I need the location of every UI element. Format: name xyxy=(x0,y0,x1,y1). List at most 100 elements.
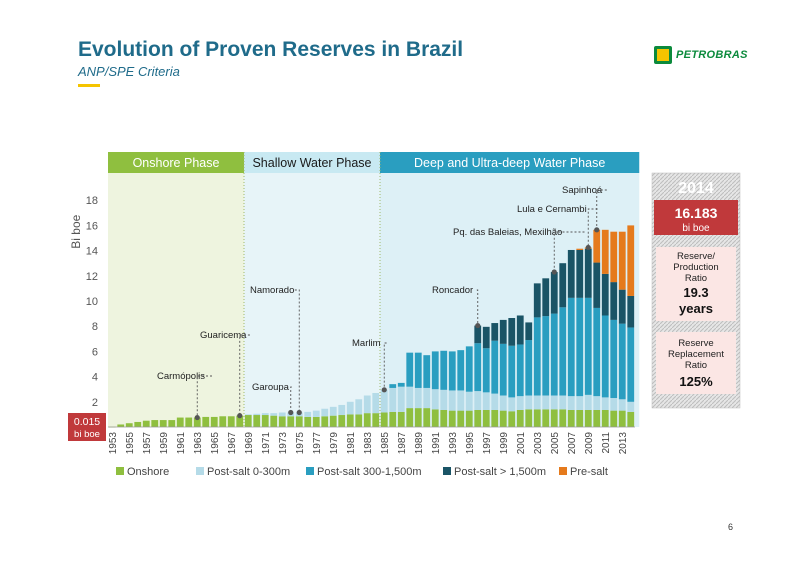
x-tick-label: 2003 xyxy=(533,432,544,455)
bar-onshore-1990 xyxy=(423,408,431,427)
bar-onshore-1965 xyxy=(210,416,218,427)
x-tick-label: 1969 xyxy=(244,432,255,455)
bar-onshore-1987 xyxy=(397,411,405,427)
bar-post-salt-300-1-500m-2014 xyxy=(627,327,635,402)
rr-ratio-box xyxy=(656,332,736,394)
x-tick-label: 1997 xyxy=(482,432,493,455)
bar-onshore-1977 xyxy=(312,416,320,427)
bar-post-salt-300-1-500m-2010 xyxy=(593,307,601,397)
bar-pre-salt-2008 xyxy=(576,248,584,250)
x-tick-label: 1993 xyxy=(448,432,459,455)
y-tick-label: 6 xyxy=(92,346,98,358)
y-tick-label: 2 xyxy=(92,397,98,409)
bar-onshore-1978 xyxy=(321,416,329,427)
bar-onshore-1964 xyxy=(202,416,210,427)
x-tick-label: 2001 xyxy=(516,432,527,455)
bar-post-salt-0-300m-1989 xyxy=(414,387,422,409)
bar-post-salt-1-500m-2000 xyxy=(508,318,516,346)
bar-onshore-2011 xyxy=(601,409,609,427)
bar-post-salt-0-300m-1988 xyxy=(406,386,414,409)
bar-post-salt-1-500m-2007 xyxy=(567,249,575,298)
bar-onshore-1983 xyxy=(363,413,371,427)
y-tick-label: 8 xyxy=(92,321,98,333)
legend-label-post-salt-0-300m: Post-salt 0-300m xyxy=(207,466,290,478)
callout-label-lula-e-cernambi: Lula e Cernambi xyxy=(517,204,587,215)
phase-label-3: Deep and Ultra-deep Water Phase xyxy=(414,156,605,170)
bar-post-salt-0-300m-1990 xyxy=(423,387,431,409)
bar-onshore-2006 xyxy=(559,409,567,427)
y-tick-label: 12 xyxy=(86,271,98,283)
x-tick-label: 2013 xyxy=(618,432,629,455)
x-tick-label: 1955 xyxy=(125,432,136,455)
bar-post-salt-300-1-500m-2001 xyxy=(516,344,524,397)
x-tick-label: 1973 xyxy=(278,432,289,455)
bar-post-salt-1-500m-2012 xyxy=(610,282,618,320)
bar-onshore-1981 xyxy=(346,414,354,427)
callout-line-garoupa xyxy=(290,386,292,413)
bar-onshore-1972 xyxy=(270,415,278,427)
bar-post-salt-300-1-500m-2004 xyxy=(542,316,550,396)
side-panel-year: 2014 xyxy=(678,180,714,197)
x-tick-label: 1959 xyxy=(159,432,170,455)
rr-ratio-label: Reserve xyxy=(678,338,713,349)
callout-dot-marlim xyxy=(381,387,387,393)
bar-post-salt-0-300m-1984 xyxy=(372,392,380,414)
bar-post-salt-0-300m-1980 xyxy=(338,404,346,416)
bar-post-salt-1-500m-1997 xyxy=(482,326,490,349)
y-tick-label: 4 xyxy=(92,372,98,384)
rp-ratio-label: Reserve/ xyxy=(677,251,715,262)
bar-post-salt-0-300m-1994 xyxy=(457,390,465,411)
y-axis-label: Bi boe xyxy=(69,214,83,248)
bar-onshore-1956 xyxy=(134,421,142,427)
phase-background-1 xyxy=(108,173,244,427)
bar-post-salt-300-1-500m-1987 xyxy=(397,382,405,387)
callout-dot-lula-e-cernambi xyxy=(585,244,591,251)
petrobras-logo: PETROBRAS xyxy=(654,46,772,66)
bar-post-salt-300-1-500m-1988 xyxy=(406,352,414,387)
bar-onshore-1988 xyxy=(406,408,414,427)
legend-swatch-post-salt-0-300m xyxy=(196,467,204,475)
rp-ratio-label: Ratio xyxy=(685,273,707,284)
legend-swatch-post-salt-1-500m xyxy=(443,467,451,475)
bar-post-salt-300-1-500m-2000 xyxy=(508,345,516,398)
bar-post-salt-0-300m-2005 xyxy=(550,395,558,410)
bar-post-salt-1-500m-2002 xyxy=(525,322,533,341)
bar-onshore-1986 xyxy=(389,411,397,427)
bar-pre-salt-2013 xyxy=(618,231,626,290)
bar-post-salt-300-1-500m-2011 xyxy=(601,315,609,398)
bar-onshore-1982 xyxy=(355,414,363,427)
bar-pre-salt-2010 xyxy=(593,229,601,263)
legend-label-post-salt-300-1-500m: Post-salt 300-1,500m xyxy=(317,466,422,478)
bar-onshore-1993 xyxy=(448,410,456,427)
x-tick-label: 1983 xyxy=(363,432,374,455)
bar-post-salt-300-1-500m-1992 xyxy=(440,350,448,390)
legend-swatch-post-salt-300-1-500m xyxy=(306,467,314,475)
bar-onshore-1989 xyxy=(414,408,422,427)
x-tick-label: 1981 xyxy=(346,432,357,455)
bar-post-salt-1-500m-2004 xyxy=(542,278,550,317)
bar-post-salt-0-300m-1972 xyxy=(270,413,278,416)
callout-label-marlim: Marlim xyxy=(352,338,381,349)
bar-onshore-2012 xyxy=(610,410,618,427)
total-reserves-box xyxy=(654,200,738,235)
bar-post-salt-0-300m-1978 xyxy=(321,408,329,417)
bar-post-salt-300-1-500m-1997 xyxy=(482,348,490,393)
x-tick-label: 1975 xyxy=(295,432,306,455)
callout-label-namorado: Namorado xyxy=(250,285,294,296)
bar-onshore-1971 xyxy=(261,415,269,427)
bar-post-salt-1-500m-2008 xyxy=(576,249,584,298)
bar-post-salt-300-1-500m-2003 xyxy=(533,317,541,396)
bar-pre-salt-2012 xyxy=(610,231,618,283)
callout-line-sapinho xyxy=(596,189,607,230)
page-number: 6 xyxy=(728,522,734,532)
bar-post-salt-0-300m-2003 xyxy=(533,395,541,410)
legend-label-pre-salt: Pre-salt xyxy=(570,466,608,478)
bar-post-salt-300-1-500m-1998 xyxy=(491,340,499,394)
callout-label-garoupa: Garoupa xyxy=(252,382,290,393)
start-value-box xyxy=(68,413,106,441)
callout-label-carm-polis: Carmópolis xyxy=(157,371,205,382)
callout-line-roncador xyxy=(476,289,479,326)
bar-onshore-2010 xyxy=(593,409,601,427)
bar-post-salt-300-1-500m-1994 xyxy=(457,350,465,391)
bar-onshore-1979 xyxy=(329,415,337,427)
